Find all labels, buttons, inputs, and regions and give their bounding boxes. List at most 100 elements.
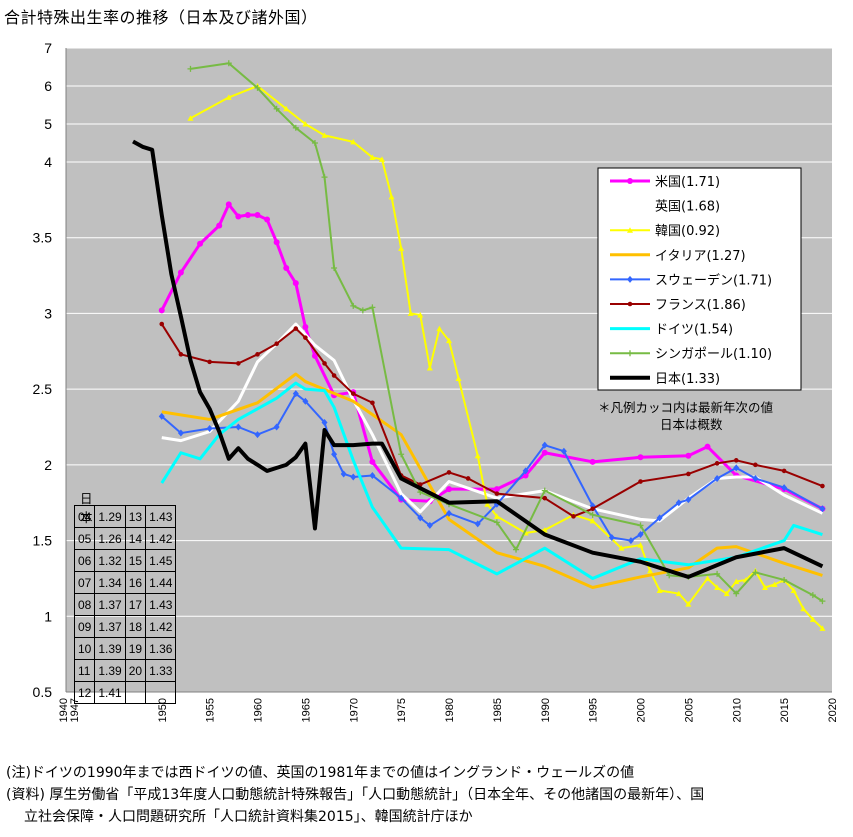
y-tick-label: 3 [44,305,52,321]
data-point [321,418,328,426]
data-point [273,423,280,431]
data-point [771,581,778,587]
data-point [608,534,615,542]
data-point [369,154,376,160]
x-tick-label: 2010 [731,698,743,722]
data-point [207,359,212,365]
data-point [541,441,548,449]
data-point [704,575,711,581]
table-value: 1.42 [145,615,177,638]
japan-table-grid: 04 1.29 13 1.43 05 1.26 14 1.42 06 1.32 15 1.45 07 1.… [73,505,177,704]
data-point [398,451,405,458]
series-4 [161,372,823,590]
data-point [197,240,204,247]
series-lines [132,60,826,631]
x-tick-label: 1995 [588,698,600,722]
table-year: 08 [73,593,96,616]
legend-item: イタリア(1.27) [610,249,746,264]
x-tick-label: 1990 [540,698,552,722]
data-point [819,505,826,513]
fertility-chart: 7 6 5 4 3.5 3 2.5 2 1.5 1 0.5 1940 1947 1950 1955 1960… [33,40,839,722]
table-value: 1.37 [94,593,126,616]
x-tick-label: 1985 [492,698,504,722]
x-axis: 1940 1947 1950 1955 1960 1965 1970 1975 1980 1985… [58,698,839,722]
data-point [819,598,826,605]
data-point [446,337,452,344]
y-tick-label: 2.5 [33,381,53,397]
data-point [292,280,299,287]
data-point [571,514,576,519]
series-9 [132,139,824,579]
legend: 米国(1.71) 英国(1.68) 韓国(0.92) イタリア(1.27) スウェーデン… [597,167,802,391]
data-point [187,65,194,72]
x-tick-label: 2020 [827,698,839,722]
data-point [370,400,375,406]
data-point [714,570,721,577]
legend-item: 英国(1.68) [610,200,720,215]
data-point [493,486,500,493]
japan-table-row: 12 1.41 [73,681,177,704]
data-point [781,576,788,583]
table-value [145,681,177,704]
data-point [378,156,385,162]
data-point [274,341,279,347]
data-point [398,494,405,502]
data-point [283,105,290,112]
data-point [426,521,433,529]
table-value: 1.33 [145,659,177,682]
y-tick-label: 2 [44,457,52,473]
data-point [494,491,500,496]
data-point [637,531,644,539]
legend-note: ＊凡例カッコ内は最新年次の値 [598,400,773,415]
data-point [733,578,740,584]
data-point [752,569,759,576]
legend-label: フランス(1.86) [655,298,746,313]
y-tick-label: 3.5 [33,230,53,246]
x-tick-label: 1947 [69,698,81,722]
data-point [686,471,691,477]
data-point [704,443,711,450]
series-6 [159,321,825,519]
data-point [465,476,471,481]
legend-item: 韓国(0.92) [610,224,720,239]
legend-note: 日本は概数 [660,417,723,432]
data-point [187,115,194,121]
data-point [493,513,500,519]
y-tick-label: 4 [44,154,52,170]
data-point [590,506,595,512]
data-point [159,321,165,327]
data-point [820,483,825,489]
data-point [809,592,816,599]
table-value: 1.41 [94,681,126,704]
data-point [589,458,596,465]
table-year: 05 [73,527,96,550]
data-point [388,193,395,200]
chart-title: 合計特殊出生率の推移（日本及び諸外国） [4,8,318,27]
data-point [493,519,500,526]
data-point [714,584,721,591]
data-point [302,397,309,405]
data-point [369,458,376,465]
data-point [522,467,529,475]
x-tick-label: 2005 [683,698,695,722]
data-point [714,474,721,482]
footnote-source: (資料) 厚生労働省「平成13年度人口動態統計特殊報告」「人口動態統計」（日本全… [6,787,705,803]
y-tick-label: 6 [44,78,52,94]
table-year: 04 [73,505,96,528]
data-point [733,458,739,463]
x-tick-label: 1965 [300,698,312,722]
data-point [819,625,826,631]
data-point [733,590,740,597]
data-point [800,605,807,612]
data-point [311,352,318,359]
data-point [216,222,223,229]
x-tick-label: 2000 [636,698,648,722]
data-point [350,391,356,396]
x-tick-label: 1940 [58,698,70,722]
series-line [161,392,823,542]
data-point [809,616,816,622]
data-point [589,511,596,518]
table-value: 1.37 [94,615,126,638]
legend-item: スウェーデン(1.71) [610,272,772,288]
x-tick-label: 1960 [253,698,265,722]
